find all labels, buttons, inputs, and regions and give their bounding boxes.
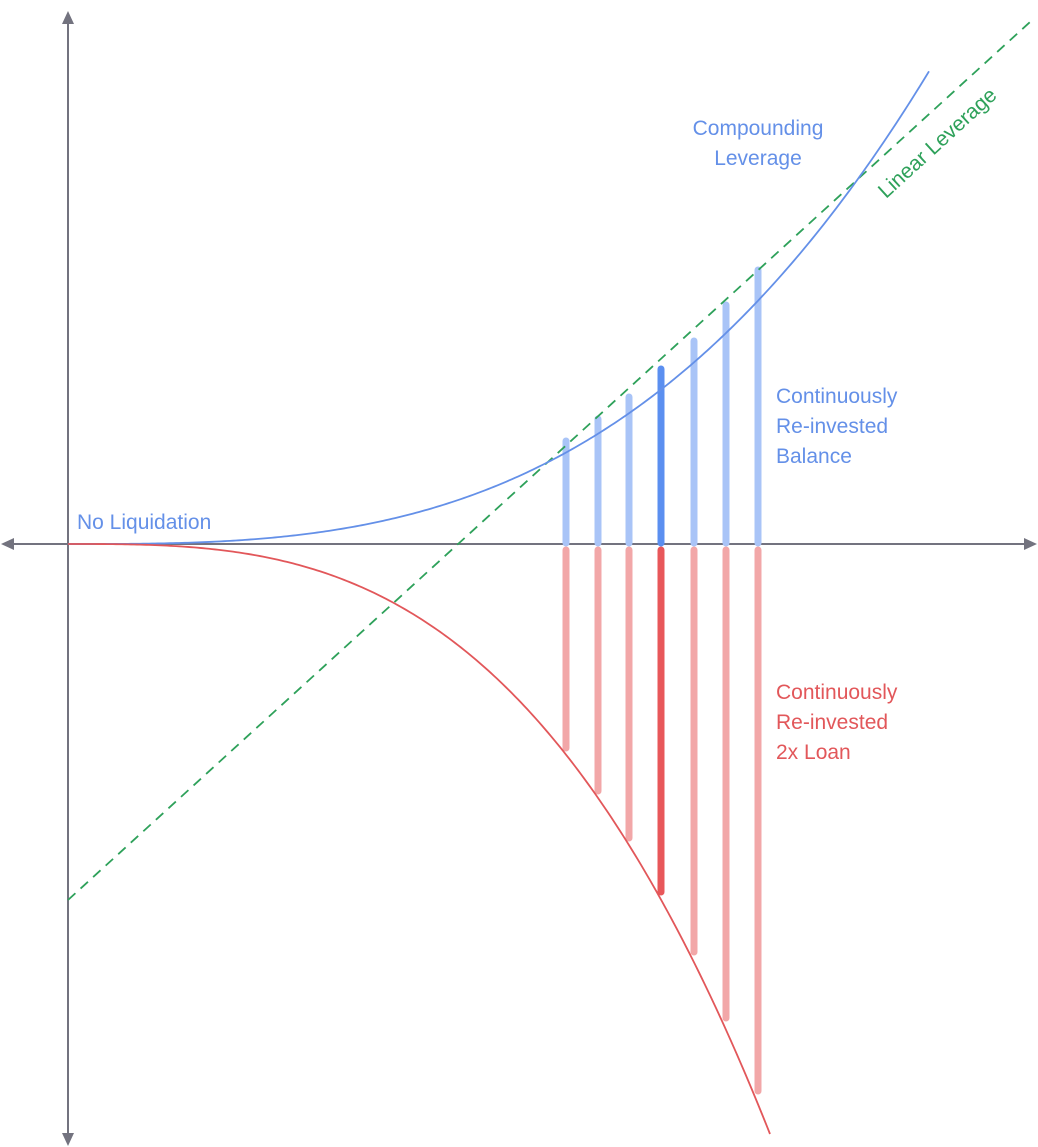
loan-label-line1: Continuously (776, 681, 898, 704)
linear-leverage-label: Linear Leverage (874, 84, 1002, 203)
loan-label-line2: Re-invested (776, 711, 888, 734)
y-axis-bottom-arrow (62, 1133, 74, 1146)
no-liquidation-label: No Liquidation (77, 511, 211, 534)
y-axis-top-arrow (62, 11, 74, 24)
compounding-leverage-curve (68, 70, 930, 545)
balance-label-line2: Re-invested (776, 415, 888, 438)
loan-bars (562, 546, 762, 1095)
compounding-leverage-label-line1: Compounding (693, 117, 824, 140)
loan-label-line3: 2x Loan (776, 741, 851, 764)
x-axis-left-arrow (1, 538, 14, 550)
balance-bars (562, 266, 762, 547)
balance-label-line3: Balance (776, 445, 852, 468)
x-axis-right-arrow (1024, 538, 1037, 550)
reinvested-loan-curve (68, 543, 771, 1135)
compounding-leverage-label-line2: Leverage (714, 147, 802, 170)
axes (1, 11, 1037, 1146)
balance-label-line1: Continuously (776, 385, 898, 408)
